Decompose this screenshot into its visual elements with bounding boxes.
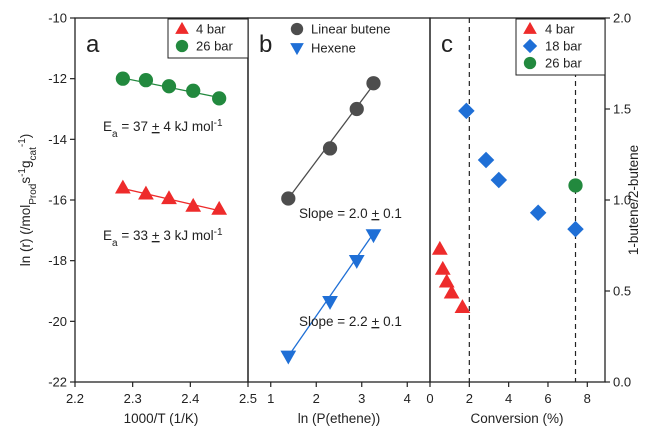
x-tick-label-c-8: 8 [584,391,591,406]
svg-text:ln (r) (/molProds-1gcat-1): ln (r) (/molProds-1gcat-1) [17,134,39,267]
point-c-4-bar-2 [434,260,451,275]
panel-a-frame [74,17,249,383]
y-tick-label-left--22: -22 [48,375,67,390]
y-axis-title-right: 1-butene/2-butene [626,145,641,255]
legend-marker-a-26-bar [175,39,189,53]
y-tick-label-right-0.5: 0.5 [613,284,631,299]
y-tick-label-left--10: -10 [48,11,67,26]
point-c-18-bar-5 [567,220,584,238]
point-c-18-bar-3 [490,171,508,189]
point-a-4-bar-1 [114,179,131,194]
point-a-4-bar-3 [161,190,177,205]
y-tick-label-right-2.0: 2.0 [613,11,631,26]
x-tick-label-b-1: 1 [267,391,274,406]
point-c-4-bar-3 [438,273,455,288]
x-axis-title-a: 1000/T (1/K) [124,411,199,426]
annotation-ea-26bar: Ea = 37 + 4 kJ mol-1 [103,118,223,140]
legend-marker-c-26-bar [523,56,537,70]
point-c-4-bar-1 [431,240,448,255]
x-axis-title-c: Conversion (%) [470,411,563,426]
y-tick-label-left--18: -18 [48,253,67,268]
legend-marker-b-linear-butene [290,22,304,36]
legends-layer: 4 bar 26 bar Linear butene Hexene 4 bar 18 ba… [167,18,606,76]
x-tick-label-a-2.3: 2.3 [124,391,142,406]
point-c-18-bar-4 [529,204,547,221]
y-tick-label-left--12: -12 [48,71,67,86]
legend-marker-a-4-bar [175,21,189,34]
point-b-linear-butene-4 [366,76,381,91]
y-tick-label-right-0.0: 0.0 [613,375,631,390]
point-a-4-bar-2 [138,185,154,200]
point-a-26-bar-2 [138,73,154,88]
y-tick-label-right-1.0: 1.0 [613,193,631,208]
data-marks-layer [114,71,584,365]
point-a-26-bar-1 [115,71,130,86]
x-tick-label-c-2: 2 [466,391,473,406]
x-tick-label-c-6: 6 [544,391,551,406]
point-b-hexene-4 [365,229,382,244]
x-tick-label-a-2.5: 2.5 [239,391,257,406]
x-tick-label-b-3: 3 [358,391,365,406]
x-tick-label-c-4: 4 [505,391,512,406]
legend-marker-c-4-bar [523,21,537,34]
legend-label-c-26-bar: 26 bar [545,56,583,71]
point-b-linear-butene-2 [322,141,338,156]
x-tick-label-c-0: 0 [426,391,433,406]
point-b-linear-butene-3 [349,101,364,117]
x-tick-label-b-2: 2 [313,391,320,406]
x-tick-label-a-2.2: 2.2 [66,391,84,406]
point-b-linear-butene-1 [281,191,296,206]
legend-label-a-26-bar: 26 bar [196,39,234,54]
point-a-26-bar-5 [212,91,227,106]
legend-label-a-4-bar: 4 bar [196,22,226,37]
y-tick-label-left--16: -16 [48,193,67,208]
annotation-slope-butene: Slope = 2.0 + 0.1 [299,206,402,221]
point-c-4-bar-5 [454,299,471,314]
point-a-26-bar-3 [161,79,177,94]
annotation-slope-hexene: Slope = 2.2 + 0.1 [299,314,402,329]
point-c-4-bar-4 [443,284,460,299]
panel-b-letter: b [259,31,272,58]
y-tick-label-right-1.5: 1.5 [613,102,631,117]
x-tick-label-a-2.4: 2.4 [181,391,199,406]
panel-a-letter: a [86,31,100,58]
point-c-26-bar-1 [568,178,583,193]
y-tick-label-left--20: -20 [48,314,67,329]
legend-label-b-linear-butene: Linear butene [311,22,391,37]
annotation-ea-4bar: Ea = 33 + 3 kJ mol-1 [103,227,223,249]
legend-marker-b-hexene [290,43,304,56]
point-b-hexene-1 [280,350,297,365]
point-a-4-bar-5 [211,200,228,215]
x-axis-title-b: ln (P(ethene)) [298,411,381,426]
panel-c-letter: c [441,31,453,58]
ticks-layer: 2.2 2.3 2.4 2.5 1 2 3 4 0 2 4 6 8-22-20-18-16-14-12-… [48,11,631,407]
point-c-18-bar-1 [458,102,475,120]
point-a-26-bar-4 [186,83,201,98]
point-c-18-bar-2 [477,151,495,169]
fit-line-b-hexene [287,232,375,357]
legend-label-c-4-bar: 4 bar [545,22,575,37]
x-tick-label-b-4: 4 [404,391,411,406]
legend-label-c-18-bar: 18 bar [545,39,583,54]
y-axis-title-left: ln (r) (/molProds-1gcat-1) [17,134,39,267]
point-a-4-bar-4 [185,197,202,212]
legend-marker-c-18-bar [522,38,538,54]
point-b-hexene-3 [348,255,365,269]
legend-label-b-hexene: Hexene [311,41,356,56]
y-tick-label-left--14: -14 [48,132,67,147]
point-b-hexene-2 [322,295,338,310]
